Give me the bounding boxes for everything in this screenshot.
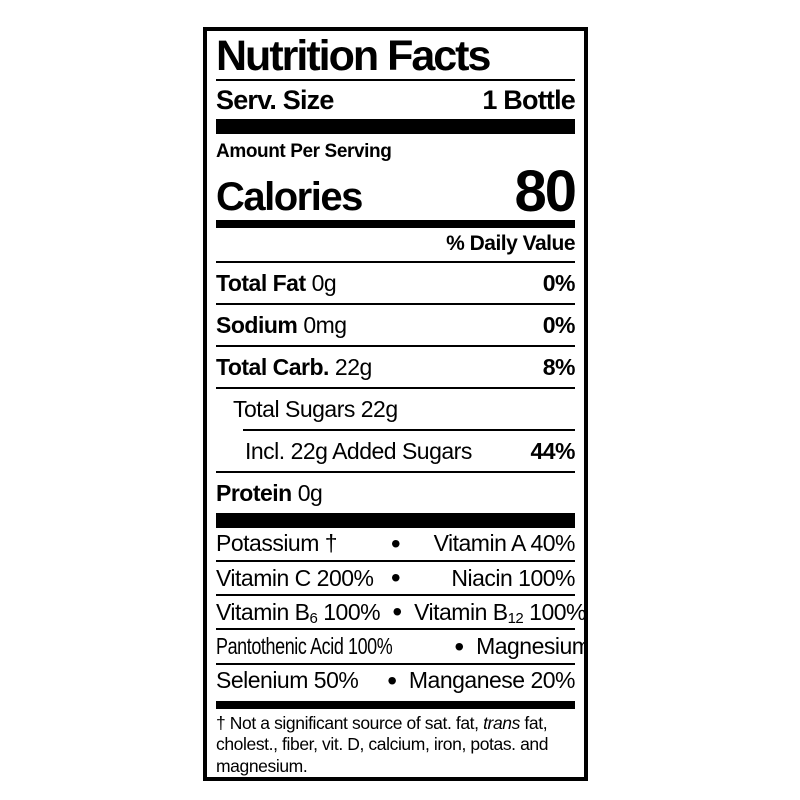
vitamin-row-5: Selenium 50% • Manganese 20% <box>216 664 576 697</box>
serving-size-value: 1 Bottle <box>482 84 575 115</box>
serving-size-label: Serv. Size <box>216 84 334 115</box>
nutrient-row-total-carb: Total Carb. 22g 8% <box>216 347 576 387</box>
divider <box>216 628 575 631</box>
nutrient-dv: 8% <box>542 353 576 380</box>
vitamin-right: Vitamin B12 100% <box>414 598 586 627</box>
nutrient-dv: 44% <box>530 437 575 464</box>
bullet-icon: • <box>392 596 402 628</box>
nutrient-text: Incl. 22g Added Sugars <box>245 437 472 464</box>
vitamin-left: Pantothenic Acid 100% <box>216 633 393 660</box>
calories-row: Calories 80 <box>216 158 577 224</box>
thick-separator-bar <box>216 512 575 528</box>
divider <box>216 560 575 563</box>
daily-value-header: % Daily Value <box>446 231 575 255</box>
nutrient-row-total-fat: Total Fat 0g 0% <box>216 263 576 303</box>
thick-separator-bar <box>216 119 575 135</box>
vitamin-row-3: Vitamin B6 100% • Vitamin B12 100% <box>216 596 584 628</box>
vitamin-left: Vitamin B6 100% <box>216 598 381 627</box>
divider <box>216 386 575 389</box>
vitamin-right: Niacin 100% <box>451 564 575 591</box>
divider <box>216 79 575 82</box>
divider <box>216 470 575 473</box>
vitamin-row-1: Potassium † • Vitamin A 40% <box>216 527 576 560</box>
nutrient-row-protein: Protein 0g <box>216 473 575 513</box>
divider <box>216 594 575 597</box>
nutrient-row-total-sugars: Total Sugars 22g <box>216 389 575 429</box>
bullet-icon: • <box>390 562 401 594</box>
bullet-icon: • <box>387 664 397 696</box>
nutrient-text: Total Sugars 22g <box>233 395 398 422</box>
nutrient-row-sodium: Sodium 0mg 0% <box>216 305 576 345</box>
vitamin-row-2: Vitamin C 200% • Niacin 100% <box>216 562 575 594</box>
amount-per-serving-label: Amount Per Serving <box>216 141 392 163</box>
bullet-icon: • <box>454 630 464 662</box>
vitamin-left: Selenium 50% <box>216 667 359 694</box>
bullet-icon: • <box>390 527 401 559</box>
footnote: † Not a significant source of sat. fat, … <box>216 712 549 776</box>
calories-value: 80 <box>514 158 576 224</box>
vitamin-right: Vitamin A 40% <box>433 530 576 557</box>
nutrient-dv: 0% <box>542 269 576 296</box>
label-title: Nutrition Facts <box>216 32 491 80</box>
vitamin-right: Magnesium † <box>476 633 588 660</box>
vitamin-right: Manganese 20% <box>408 667 576 694</box>
nutrient-dv: 0% <box>542 311 576 338</box>
nutrient-row-added-sugars: Incl. 22g Added Sugars 44% <box>216 431 575 471</box>
divider <box>216 662 575 665</box>
vitamin-row-4: Pantothenic Acid 100% • Magnesium † <box>216 630 584 662</box>
medium-separator-bar <box>216 219 575 228</box>
vitamin-left: Vitamin C 200% <box>216 564 374 591</box>
nutrient-text: Sodium 0mg <box>216 311 347 338</box>
nutrient-text: Total Carb. 22g <box>216 353 372 380</box>
divider-indented <box>243 428 575 431</box>
serving-size-row: Serv. Size 1 Bottle <box>216 81 576 119</box>
divider <box>216 302 575 305</box>
divider <box>216 260 575 263</box>
nutrient-text: Protein 0g <box>216 479 323 506</box>
divider <box>216 344 575 347</box>
nutrition-facts-label: Nutrition Facts Serv. Size 1 Bottle Amou… <box>203 27 588 781</box>
nutrient-text: Total Fat 0g <box>216 269 337 296</box>
medium-separator-bar <box>216 700 575 709</box>
calories-label: Calories <box>216 174 363 219</box>
vitamin-left: Potassium † <box>216 530 338 557</box>
